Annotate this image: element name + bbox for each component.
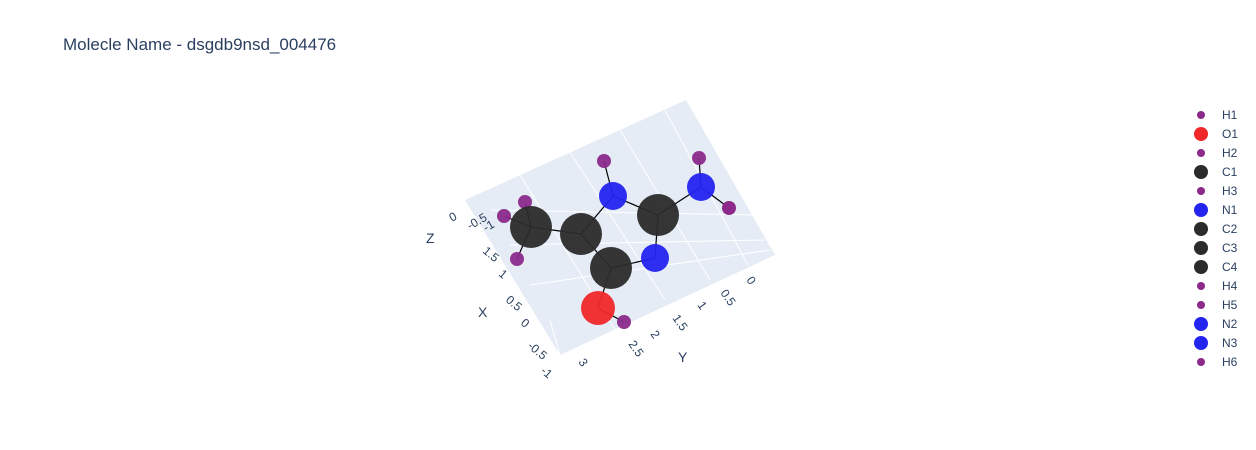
legend-label: C2 (1222, 222, 1238, 236)
legend-item-C4[interactable]: C4 (1194, 260, 1238, 274)
legend-label: H3 (1222, 184, 1238, 198)
legend-item-C3[interactable]: C3 (1194, 241, 1238, 255)
legend-label: N1 (1222, 203, 1238, 217)
y-tick-label: 1.5 (670, 312, 691, 334)
legend-marker (1197, 282, 1205, 290)
grid-line (569, 151, 666, 301)
y-tick-label: 3 (576, 356, 591, 370)
legend-label: H6 (1222, 355, 1238, 369)
atom-O1[interactable] (581, 291, 615, 325)
legend-marker (1194, 336, 1208, 350)
legend[interactable]: H1 O1 H2 C1 H3 N1 C2 C3 C4 H4 H5 N2 N3 H6 (1194, 108, 1238, 369)
grid-line (549, 319, 561, 356)
atom-C1[interactable] (510, 206, 552, 248)
y-tick-label: 2.5 (626, 338, 647, 360)
legend-marker (1197, 187, 1205, 195)
atom-H4[interactable] (597, 154, 611, 168)
y-tick-label: 0 (744, 274, 759, 288)
legend-label: H2 (1222, 146, 1238, 160)
atom-H2[interactable] (497, 209, 511, 223)
legend-marker (1197, 149, 1205, 157)
legend-marker (1194, 127, 1208, 141)
atoms[interactable] (497, 151, 736, 329)
atom-N1[interactable] (599, 182, 627, 210)
legend-item-C1[interactable]: C1 (1194, 165, 1238, 179)
x-tick-label: -0.5 (525, 339, 550, 363)
legend-label: C3 (1222, 241, 1238, 255)
legend-item-N2[interactable]: N2 (1194, 317, 1238, 331)
legend-label: N3 (1222, 336, 1238, 350)
atom-H3[interactable] (510, 252, 524, 266)
legend-item-H5[interactable]: H5 (1197, 298, 1238, 312)
legend-marker (1194, 260, 1208, 274)
legend-label: H5 (1222, 298, 1238, 312)
y-axis-title: Y (678, 349, 688, 365)
legend-marker (1197, 111, 1205, 119)
legend-item-N3[interactable]: N3 (1194, 336, 1238, 350)
y-tick-label: 0.5 (718, 287, 739, 309)
legend-item-H1[interactable]: H1 (1197, 108, 1238, 122)
legend-label: C1 (1222, 165, 1238, 179)
x-tick-label: 0 (518, 316, 532, 331)
legend-marker (1194, 165, 1208, 179)
atom-N2[interactable] (687, 173, 715, 201)
legend-marker (1194, 317, 1208, 331)
x-tick-label: -1 (538, 364, 555, 382)
legend-item-H3[interactable]: H3 (1197, 184, 1238, 198)
legend-marker (1197, 358, 1205, 366)
atom-N3[interactable] (641, 244, 669, 272)
legend-item-O1[interactable]: O1 (1194, 127, 1238, 141)
legend-label: H4 (1222, 279, 1238, 293)
atom-C4[interactable] (637, 194, 679, 236)
legend-item-N1[interactable]: N1 (1194, 203, 1238, 217)
legend-marker (1194, 241, 1208, 255)
legend-item-C2[interactable]: C2 (1194, 222, 1238, 236)
atom-C3[interactable] (590, 247, 632, 289)
atom-H[interactable] (722, 201, 736, 215)
legend-label: H1 (1222, 108, 1238, 122)
x-tick-label: 0.5 (503, 293, 525, 315)
atom-C2[interactable] (560, 213, 602, 255)
legend-item-H4[interactable]: H4 (1197, 279, 1238, 293)
legend-marker (1194, 222, 1208, 236)
legend-label: N2 (1222, 317, 1238, 331)
atom-H6[interactable] (692, 151, 706, 165)
x-axis-title: X (478, 304, 488, 320)
legend-label: C4 (1222, 260, 1238, 274)
z-axis-title: Z (426, 230, 435, 246)
y-tick-label: 1 (695, 299, 710, 313)
atom-H5[interactable] (617, 315, 631, 329)
legend-marker (1197, 301, 1205, 309)
legend-item-H2[interactable]: H2 (1197, 146, 1238, 160)
grid-line (509, 239, 766, 246)
atom-H1[interactable] (518, 195, 532, 209)
y-tick-label: 2 (648, 328, 663, 342)
z-tick-label: 0 (447, 209, 460, 225)
x-tick-label: 1 (496, 267, 510, 282)
legend-marker (1194, 203, 1208, 217)
chart-title: Molecle Name - dsgdb9nsd_004476 (63, 35, 336, 54)
legend-item-H6[interactable]: H6 (1197, 355, 1238, 369)
legend-label: O1 (1222, 127, 1238, 141)
